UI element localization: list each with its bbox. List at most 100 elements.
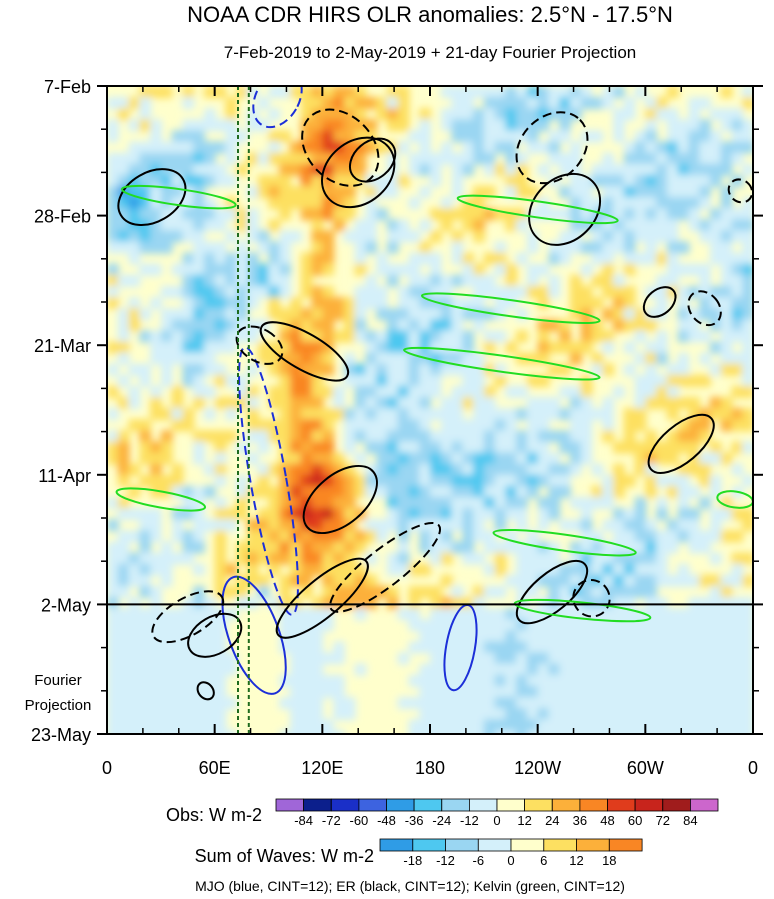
field-cell (408, 419, 421, 432)
field-cell (128, 385, 141, 398)
field-cell (311, 297, 324, 310)
field-cell (386, 230, 399, 243)
field-cell (537, 297, 550, 310)
field-cell (139, 574, 152, 587)
field-cell (214, 519, 227, 532)
field-cell (397, 286, 410, 299)
field-cell (462, 119, 475, 132)
field-cell (300, 286, 313, 299)
field-cell (709, 341, 722, 354)
field-cell (214, 286, 227, 299)
field-cell (311, 108, 324, 121)
er-contour (329, 521, 442, 613)
field-cell (343, 474, 356, 487)
field-cell (634, 130, 647, 143)
field-cell (365, 297, 378, 310)
field-cell (214, 652, 227, 665)
field-cell (634, 385, 647, 398)
field-cell (365, 408, 378, 421)
colorbar-tick-label: 24 (545, 813, 559, 828)
field-cell (505, 463, 518, 476)
field-cell (548, 630, 561, 643)
field-cell (623, 585, 636, 598)
field-cell (548, 497, 561, 510)
field-cell (742, 608, 753, 621)
field-cell (526, 86, 539, 99)
field-cell (742, 519, 753, 532)
field-cell (268, 186, 281, 199)
field-cell (602, 363, 615, 376)
field-cell (225, 108, 238, 121)
field-cell (322, 730, 335, 734)
field-cell (602, 197, 615, 210)
field-cell (580, 341, 593, 354)
field-cell (634, 152, 647, 165)
field-cell (376, 408, 388, 421)
field-cell (494, 297, 507, 310)
field-cell (203, 241, 216, 254)
field-cell (720, 274, 733, 287)
colorbar-tick-label: 60 (628, 813, 642, 828)
field-cell (107, 97, 119, 110)
field-cell (171, 708, 184, 721)
field-cell (645, 308, 658, 321)
field-cell (343, 197, 356, 210)
field-cell (290, 485, 302, 498)
field-cell (268, 152, 281, 165)
kelvin-contour (420, 292, 601, 324)
field-cell (128, 319, 141, 332)
field-cell (430, 352, 442, 365)
field-cell (699, 419, 711, 432)
field-cell (645, 152, 658, 165)
field-cell (699, 541, 711, 554)
field-cell (440, 597, 453, 610)
field-cell (537, 708, 550, 721)
field-cell (419, 119, 431, 132)
field-cell (591, 552, 604, 565)
field-cell (419, 108, 431, 121)
field-cell (160, 341, 173, 354)
er-contour (515, 111, 589, 185)
field-cell (322, 197, 335, 210)
field-cell (591, 619, 604, 632)
field-cell (666, 197, 679, 210)
field-cell (225, 330, 238, 343)
field-cell (580, 319, 593, 332)
field-cell (451, 452, 464, 465)
field-cell (699, 152, 711, 165)
field-cell (430, 319, 442, 332)
field-cell (150, 552, 162, 565)
field-cell (623, 519, 636, 532)
colorbar-swatch (496, 798, 526, 812)
field-cell (440, 141, 453, 154)
field-cell (311, 86, 324, 99)
field-cell (397, 297, 410, 310)
field-cell (645, 374, 658, 387)
field-cell (408, 641, 421, 654)
field-cell (473, 608, 485, 621)
field-cell (419, 497, 431, 510)
field-cell (333, 130, 345, 143)
mjo-contour (252, 86, 303, 129)
field-cell (570, 641, 582, 654)
field-cell (602, 286, 615, 299)
field-cell (397, 119, 410, 132)
field-cell (548, 730, 561, 734)
field-cell (236, 574, 248, 587)
plot-area (107, 86, 753, 734)
field-cell (613, 541, 625, 554)
field-cell (591, 297, 604, 310)
field-cell (580, 197, 593, 210)
field-cell (505, 186, 518, 199)
field-cell (537, 619, 550, 632)
field-cell (171, 152, 184, 165)
field-cell (613, 108, 625, 121)
field-cell (386, 474, 399, 487)
field-cell (731, 274, 744, 287)
field-cell (483, 130, 496, 143)
field-cell (462, 497, 475, 510)
field-cell (300, 363, 313, 376)
field-cell (602, 174, 615, 187)
field-cell (139, 708, 152, 721)
field-cell (117, 397, 130, 410)
